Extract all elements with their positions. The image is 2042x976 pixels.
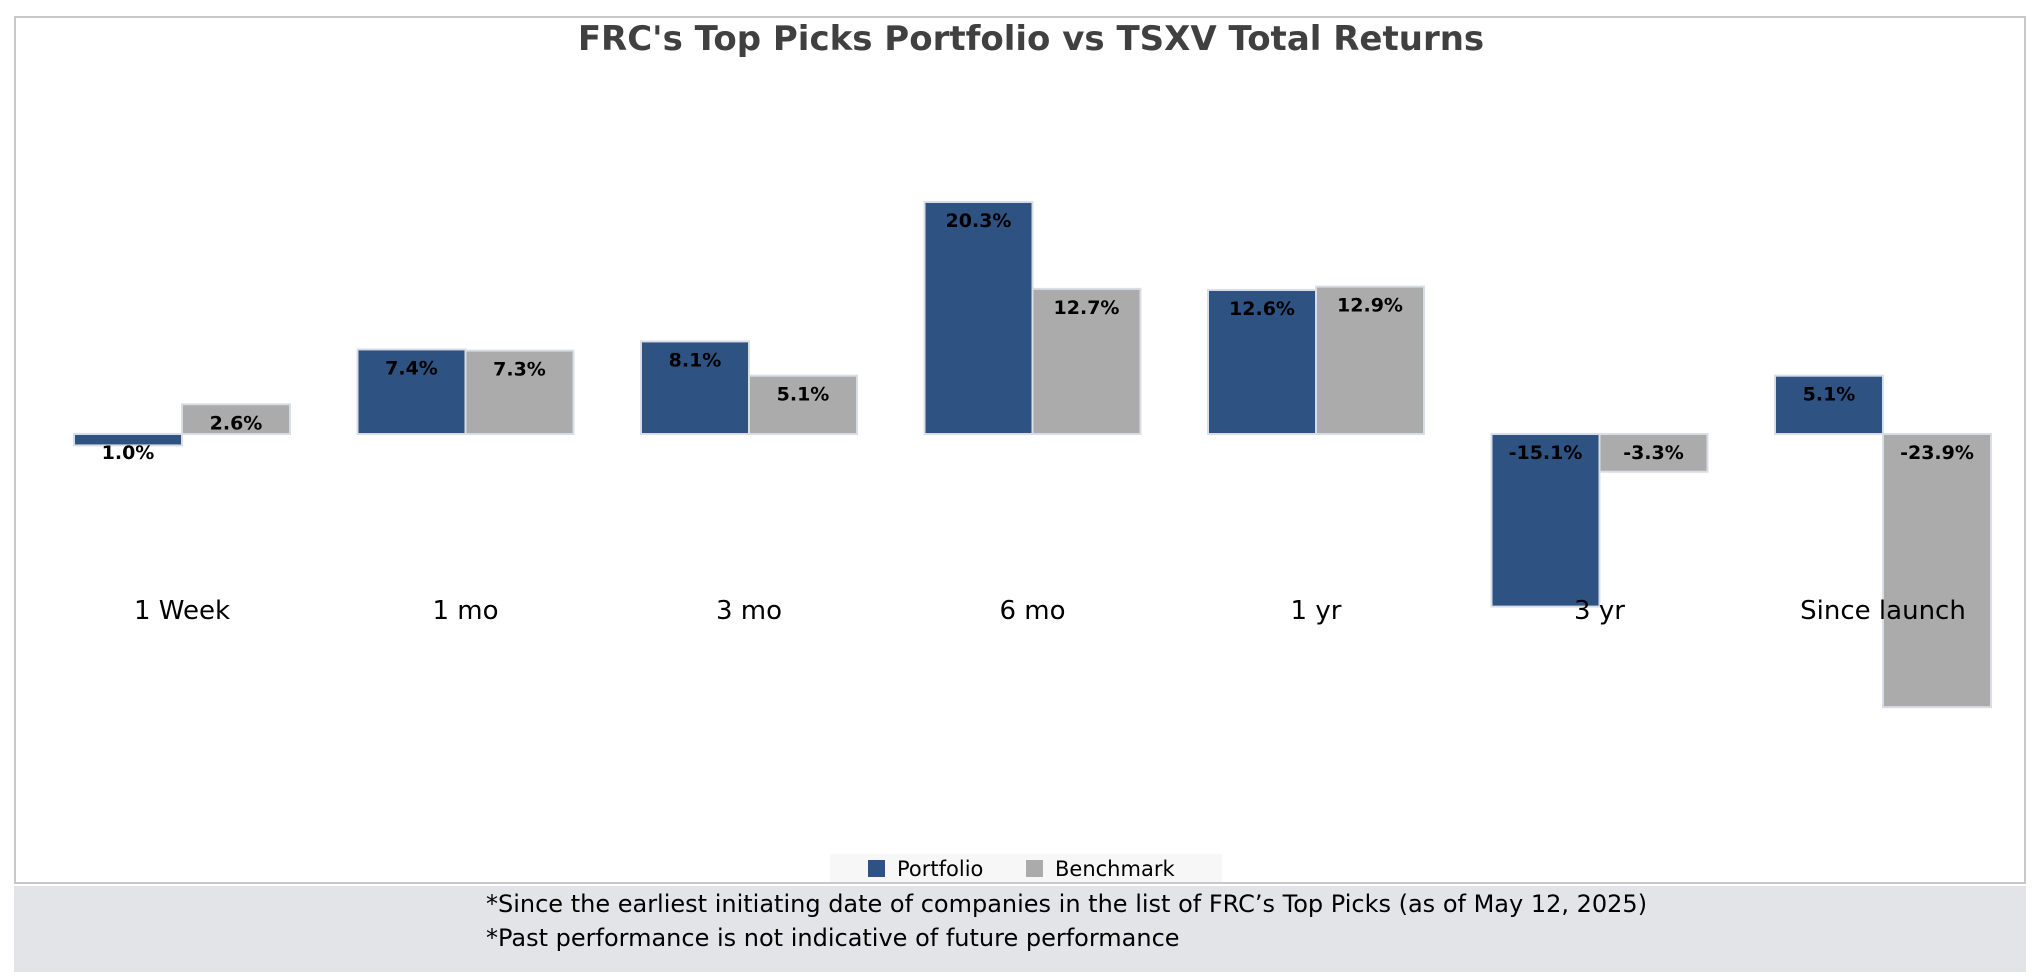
bar-portfolio-6-mo: [923, 200, 1034, 435]
footnote-past-performance: *Past performance is not indicative of f…: [486, 924, 1180, 952]
x-axis-tick-labels: 1 Week 1 mo 3 mo 6 mo 1 yr 3 yr Since launch: [134, 596, 1966, 626]
bar-benchmark-1-yr: [1315, 285, 1425, 436]
bar-portfolio-since-launch: [1774, 374, 1884, 435]
data-label-portfolio-1-mo: 7.4%: [385, 357, 438, 379]
data-label-portfolio-1-yr: 12.6%: [1229, 298, 1295, 320]
bar-benchmark-6-mo: [1031, 287, 1142, 435]
data-label-portfolio-3-mo: 8.1%: [669, 349, 722, 371]
bar-portfolio-1-yr: [1207, 288, 1317, 435]
bar-portfolio-1-week: [73, 433, 183, 447]
data-label-portfolio-since-launch: 5.1%: [1803, 384, 1856, 406]
x-tick-label: 6 mo: [999, 596, 1065, 626]
legend: Portfolio Benchmark: [830, 854, 1222, 882]
data-label-benchmark-6-mo: 12.7%: [1054, 297, 1120, 319]
footnote-since-launch: *Since the earliest initiating date of c…: [486, 890, 1648, 918]
chart-title: FRC's Top Picks Portfolio vs TSXV Total …: [578, 19, 1484, 59]
legend-swatch-benchmark: [1026, 860, 1043, 877]
data-label-benchmark-1-mo: 7.3%: [493, 359, 546, 381]
chart-svg: FRC's Top Picks Portfolio vs TSXV Total …: [73, 19, 1992, 882]
x-tick-label: 1 mo: [432, 596, 498, 626]
bar-benchmark-3-yr: [1598, 433, 1709, 473]
x-tick-label: Since launch: [1800, 596, 1966, 626]
data-label-portfolio-1-week: 1.0%: [102, 442, 155, 464]
footnote-panel: *Since the earliest initiating date of c…: [14, 886, 2026, 972]
data-label-portfolio-6-mo: 20.3%: [946, 210, 1012, 232]
chart-frame: FRC's Top Picks Portfolio vs TSXV Total …: [14, 16, 2026, 884]
bar-benchmark-1-mo: [464, 349, 575, 436]
legend-label-benchmark: Benchmark: [1055, 857, 1175, 881]
data-label-benchmark-since-launch: -23.9%: [1900, 442, 1974, 464]
bar-benchmark-since-launch: [1882, 433, 1992, 709]
data-label-benchmark-3-mo: 5.1%: [777, 384, 830, 406]
data-labels-layer: 1.0% 2.6% 7.4% 7.3% 8.1% 5.1% 20.3% 12.7% 12.6% 1…: [102, 210, 1974, 464]
bars-layer: [73, 200, 1992, 709]
bar-benchmark-3-mo: [748, 374, 858, 435]
x-tick-label: 1 yr: [1291, 596, 1342, 626]
bar-portfolio-3-yr: [1490, 433, 1601, 608]
x-tick-label: 3 yr: [1574, 596, 1625, 626]
x-tick-label: 1 Week: [134, 596, 230, 626]
legend-label-portfolio: Portfolio: [897, 857, 983, 881]
data-label-benchmark-1-yr: 12.9%: [1337, 295, 1403, 317]
data-label-benchmark-3-yr: -3.3%: [1623, 442, 1684, 464]
data-label-benchmark-1-week: 2.6%: [210, 412, 263, 434]
data-label-portfolio-3-yr: -15.1%: [1509, 442, 1583, 464]
x-tick-label: 3 mo: [716, 596, 782, 626]
legend-swatch-portfolio: [868, 860, 885, 877]
bar-benchmark-1-week: [181, 403, 291, 436]
bar-portfolio-1-mo: [356, 348, 467, 435]
